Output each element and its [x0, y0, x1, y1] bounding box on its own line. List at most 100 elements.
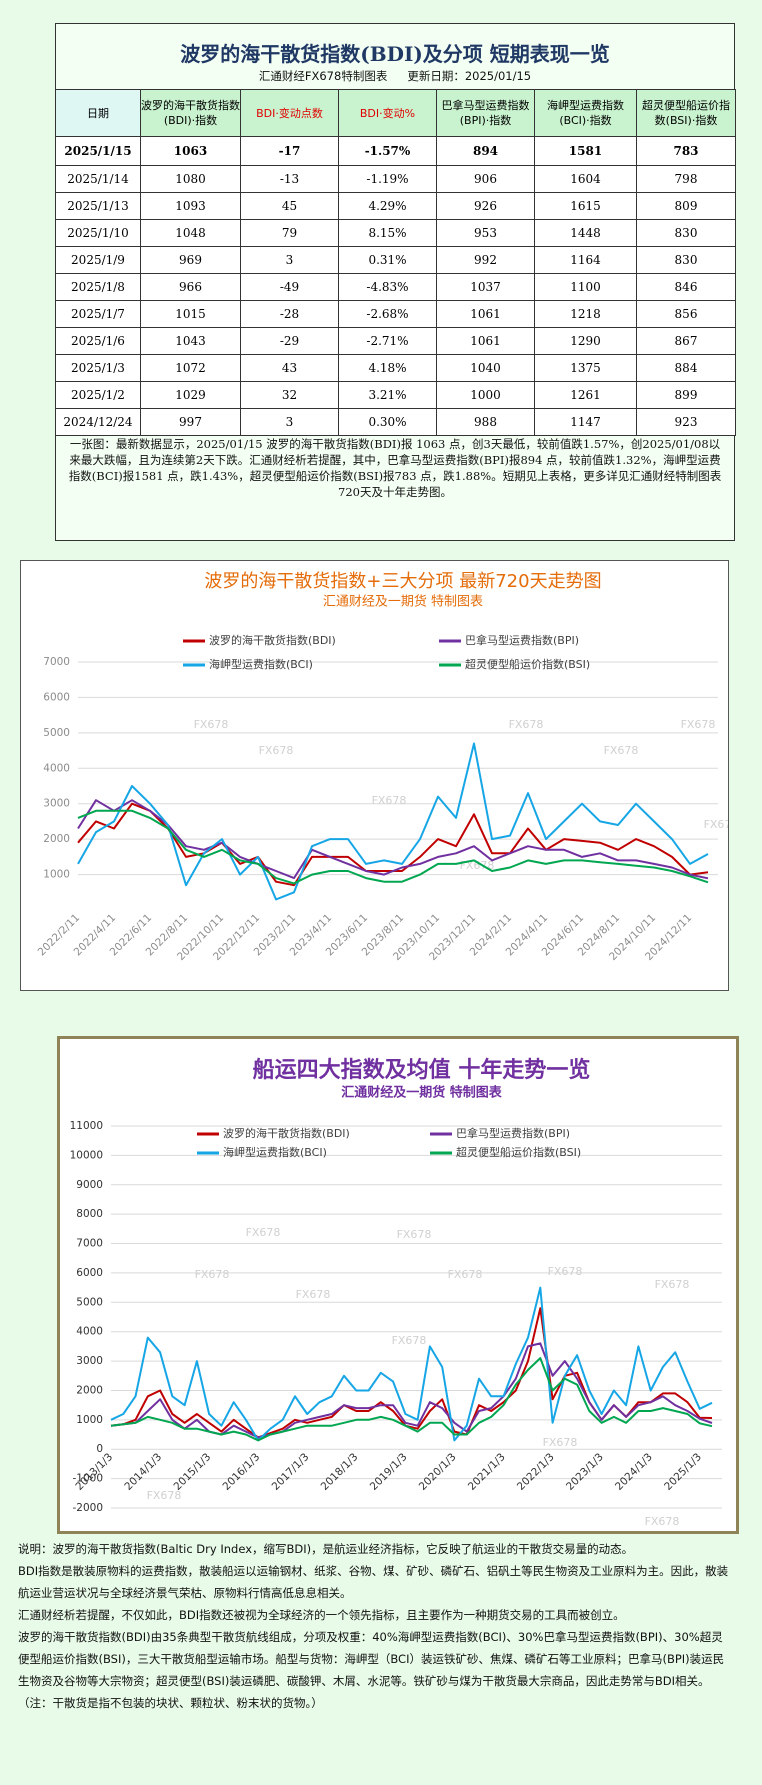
table-cell: 1218	[534, 300, 637, 328]
table-cell: 783	[636, 136, 736, 166]
table-cell: 1015	[140, 300, 241, 328]
table-cell: 8.15%	[338, 219, 437, 247]
series-line	[77, 809, 709, 885]
table-cell: 969	[140, 246, 241, 274]
y-tick-label: 10000	[70, 1149, 103, 1161]
series-line	[110, 1357, 713, 1442]
chart-panel: 船运四大指数及均值 十年走势一览 汇通财经及一期货 特制图表 -2000 -1000 0…	[57, 1036, 739, 1534]
y-tick-label: 3000	[76, 1355, 103, 1367]
table-cell: 923	[636, 408, 736, 436]
table-cell: -49	[240, 273, 339, 301]
legend-label: 超灵便型船运价指数(BSI)	[456, 1145, 581, 1159]
data-table: 日期 波罗的海干散货指数(BDI)·指数 BDI·变动点数 BDI·变动% 巴拿马型运费…	[55, 89, 736, 436]
y-tick-label: 4000	[76, 1326, 103, 1338]
table-cell: 809	[636, 192, 736, 220]
x-tick-label: 2015/1/3	[172, 1451, 214, 1493]
table-row: 2025/1/6 1043 -29 -2.71% 1061 1290 867	[55, 327, 736, 355]
table-cell: -17	[240, 136, 339, 166]
series-line	[77, 799, 709, 880]
table-cell: 894	[436, 136, 535, 166]
table-cell: 1048	[140, 219, 241, 247]
summary-text: 一张图：最新数据显示，2025/01/15 波罗的海干散货指数(BDI)报 10…	[68, 437, 722, 499]
y-tick-label: 6000	[76, 1267, 103, 1279]
table-cell: 988	[436, 408, 535, 436]
subtitle: 汇通财经FX678特制图表	[258, 69, 388, 83]
table-row: 2025/1/3 1072 43 4.18% 1040 1375 884	[55, 354, 736, 382]
page-title: 波罗的海干散货指数(BDI)及分项 短期表现一览	[180, 42, 610, 66]
watermark: FX678	[195, 1268, 230, 1281]
y-tick-label: 5000	[76, 1296, 103, 1308]
chart-subtitle: 汇通财经及一期货 特制图表	[341, 1085, 503, 1101]
y-tick-label: 1000	[43, 869, 70, 881]
table-cell: 2024/12/24	[55, 408, 141, 436]
watermark: FX678	[259, 744, 294, 757]
chart-title: 波罗的海干散货指数+三大分项 最新720天走势图	[204, 571, 601, 592]
y-tick-label: 4000	[43, 762, 70, 774]
watermark: FX678	[296, 1288, 331, 1301]
y-tick-label: -2000	[72, 1502, 103, 1514]
table-cell: 1290	[534, 327, 637, 355]
table-row: 2024/12/24 997 3 0.30% 988 1147 923	[55, 408, 736, 436]
header-row: 日期 波罗的海干散货指数(BDI)·指数 BDI·变动点数 BDI·变动% 巴拿马型运费…	[55, 89, 736, 137]
watermark: FX678	[397, 1228, 432, 1241]
table-cell: 926	[436, 192, 535, 220]
table-cell: 1375	[534, 354, 637, 382]
table-cell: 1043	[140, 327, 241, 355]
table-cell: 1615	[534, 192, 637, 220]
table-row: 2025/1/15 1063 -17 -1.57% 894 1581 783	[55, 136, 736, 166]
table-cell: 43	[240, 354, 339, 382]
watermark: FX678	[604, 744, 639, 757]
table-cell: 1093	[140, 192, 241, 220]
table-row: 2025/1/9 969 3 0.31% 992 1164 830	[55, 246, 736, 274]
table-cell: 1063	[140, 136, 241, 166]
table-row: 2025/1/8 966 -49 -4.83% 1037 1100 846	[55, 273, 736, 301]
table-cell: 856	[636, 300, 736, 328]
y-tick-label: 2000	[43, 833, 70, 845]
table-cell: 2025/1/15	[55, 136, 141, 166]
chart-panel: 波罗的海干散货指数+三大分项 最新720天走势图 汇通财经及一期货 特制图表 100…	[20, 560, 739, 991]
table-cell: 1080	[140, 165, 241, 193]
table-cell: 906	[436, 165, 535, 193]
x-tick-label: 2017/1/3	[270, 1451, 312, 1493]
table-cell: 1037	[436, 273, 535, 301]
table-cell: 1061	[436, 327, 535, 355]
table-cell: 1448	[534, 219, 637, 247]
table-cell: 846	[636, 273, 736, 301]
legend-label: 巴拿马型运费指数(BPI)	[456, 1126, 570, 1140]
table-cell: -28	[240, 300, 339, 328]
table-cell: -2.71%	[338, 327, 437, 355]
notes: 说明：波罗的海干散货指数(Baltic Dry Index，缩写BDI)，是航运…	[18, 1538, 730, 1714]
watermark: FX678	[681, 718, 716, 731]
subtitle-row: 汇通财经FX678特制图表 更新日期：2025/01/15	[56, 68, 734, 84]
watermark: FX678	[704, 818, 728, 831]
table-row: 2025/1/13 1093 45 4.29% 926 1615 809	[55, 192, 736, 220]
note-paragraph: BDI指数是散装原物料的运费指数，散装船运以运输钢材、纸浆、谷物、煤、矿砂、磷矿…	[18, 1564, 729, 1600]
table-cell: 79	[240, 219, 339, 247]
x-tick-label: 2019/1/3	[368, 1451, 410, 1493]
table-cell: 1000	[436, 381, 535, 409]
table-row: 2025/1/2 1029 32 3.21% 1000 1261 899	[55, 381, 736, 409]
watermark: FX678	[194, 718, 229, 731]
y-tick-label: 11000	[70, 1120, 103, 1132]
table-cell: -1.57%	[338, 136, 437, 166]
y-tick-label: 7000	[43, 656, 70, 668]
header-cell: 波罗的海干散货指数(BDI)·指数	[140, 89, 241, 137]
update-date: 更新日期：2025/01/15	[407, 69, 532, 83]
series-line	[77, 802, 709, 887]
table-cell: 992	[436, 246, 535, 274]
table-cell: 1261	[534, 381, 637, 409]
y-tick-label: 7000	[76, 1238, 103, 1250]
y-tick-label: 6000	[43, 691, 70, 703]
summary-table-panel: 波罗的海干散货指数(BDI)及分项 短期表现一览 汇通财经FX678特制图表 更新…	[55, 23, 736, 541]
y-tick-label: 9000	[76, 1179, 103, 1191]
table-cell: 2025/1/7	[55, 300, 141, 328]
legend-label: 波罗的海干散货指数(BDI)	[223, 1126, 350, 1140]
table-cell: 4.18%	[338, 354, 437, 382]
watermark: FX678	[392, 1334, 427, 1347]
table-cell: 2025/1/10	[55, 219, 141, 247]
table-cell: 798	[636, 165, 736, 193]
table-cell: 0.30%	[338, 408, 437, 436]
